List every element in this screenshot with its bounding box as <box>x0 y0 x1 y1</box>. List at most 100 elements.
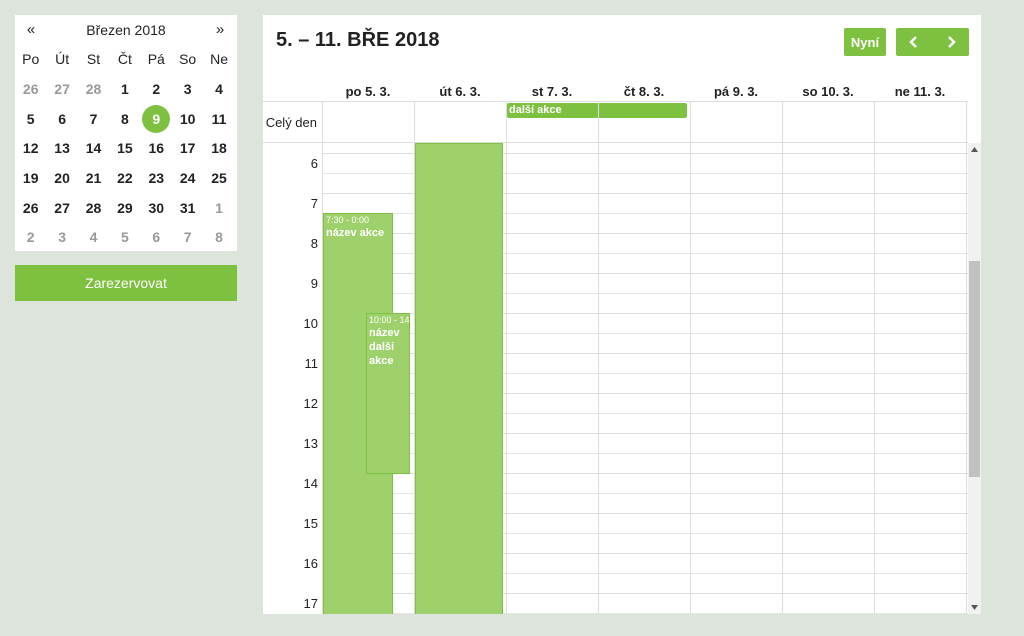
mini-day[interactable]: 3 <box>46 222 77 252</box>
hour-line <box>322 153 968 154</box>
mini-day[interactable]: 6 <box>141 222 172 252</box>
next-month-button[interactable]: » <box>215 21 225 38</box>
event-nazev-dalsi-akce[interactable]: 10:00 - 14 název další akce <box>366 313 410 474</box>
mini-day[interactable]: 21 <box>78 163 109 193</box>
mini-day[interactable]: 28 <box>78 74 109 104</box>
grid-line <box>322 102 323 142</box>
mini-day[interactable]: 8 <box>203 222 234 252</box>
mini-day[interactable]: 22 <box>109 163 140 193</box>
mini-day[interactable]: 23 <box>141 163 172 193</box>
day-header: st 7. 3. <box>531 84 573 99</box>
mini-day[interactable]: 7 <box>172 222 203 252</box>
hour-label: 17 <box>303 596 318 611</box>
mini-day[interactable]: 10 <box>172 104 203 134</box>
hour-line <box>322 193 968 194</box>
mini-day[interactable]: 14 <box>78 133 109 163</box>
mini-day[interactable]: 2 <box>141 74 172 104</box>
mini-day[interactable]: 16 <box>141 133 172 163</box>
mini-day[interactable]: 26 <box>15 193 46 223</box>
triangle-down-icon <box>971 605 978 610</box>
mini-day[interactable]: 26 <box>15 74 46 104</box>
grid-line <box>690 102 691 142</box>
now-button[interactable]: Nyní <box>844 28 886 56</box>
mini-day-number: 12 <box>22 140 39 157</box>
mini-day[interactable]: 15 <box>109 133 140 163</box>
mini-calendar-month-title: Březen 2018 <box>86 22 166 38</box>
grid-line <box>690 143 691 614</box>
grid-line <box>874 102 875 142</box>
hour-label: 15 <box>303 516 318 531</box>
event-time: 7:30 - 0:00 <box>326 215 370 225</box>
prev-month-button[interactable]: « <box>26 21 36 38</box>
mini-day[interactable]: 4 <box>203 74 234 104</box>
mini-day-number: 23 <box>148 169 165 186</box>
all-day-event[interactable]: další akce <box>507 103 687 118</box>
scroll-up-arrow[interactable] <box>968 143 981 156</box>
mini-day[interactable]: 31 <box>172 193 203 223</box>
mini-day-number: 22 <box>117 169 133 186</box>
mini-day-number: 9 <box>142 104 171 133</box>
mini-day[interactable]: 13 <box>46 133 77 163</box>
mini-day-number: 17 <box>179 140 196 157</box>
hour-label: 14 <box>303 476 318 491</box>
mini-day[interactable]: 18 <box>203 133 234 163</box>
mini-day-number: 28 <box>85 199 102 216</box>
mini-day[interactable]: 8 <box>109 104 140 134</box>
half-hour-line <box>322 613 968 614</box>
mini-day[interactable]: 29 <box>109 193 140 223</box>
mini-day[interactable]: 4 <box>78 222 109 252</box>
mini-day[interactable]: 5 <box>15 104 46 134</box>
next-week-button[interactable] <box>933 28 970 56</box>
mini-day-number: 7 <box>89 110 98 127</box>
grid-line <box>506 143 507 614</box>
grid-line <box>966 143 967 614</box>
week-nav-buttons <box>896 28 969 56</box>
mini-day[interactable]: 7 <box>78 104 109 134</box>
scroll-down-arrow[interactable] <box>968 601 981 614</box>
weekday-label: Čt <box>117 51 132 67</box>
half-hour-line <box>322 213 968 214</box>
mini-day[interactable]: 20 <box>46 163 77 193</box>
mini-day[interactable]: 24 <box>172 163 203 193</box>
mini-day[interactable]: 19 <box>15 163 46 193</box>
prev-week-button[interactable] <box>896 28 933 56</box>
mini-day[interactable]: 27 <box>46 193 77 223</box>
mini-day[interactable]: 27 <box>46 74 77 104</box>
mini-day[interactable]: 30 <box>141 193 172 223</box>
mini-day[interactable]: 25 <box>203 163 234 193</box>
mini-day[interactable]: 28 <box>78 193 109 223</box>
mini-day[interactable]: 12 <box>15 133 46 163</box>
mini-day-today[interactable]: 9 <box>141 104 172 134</box>
half-hour-line <box>322 493 968 494</box>
weekday-label: Po <box>22 51 40 67</box>
scrollbar-thumb[interactable] <box>969 261 980 477</box>
mini-day-number: 20 <box>54 169 70 186</box>
mini-day-number: 13 <box>54 140 70 157</box>
day-header: čt 8. 3. <box>623 84 665 99</box>
mini-day-number: 28 <box>85 80 102 97</box>
mini-day-number: 8 <box>120 110 129 127</box>
mini-day[interactable]: 2 <box>15 222 46 252</box>
mini-day-number: 3 <box>183 80 192 97</box>
time-grid-scrollbar[interactable] <box>968 143 981 614</box>
mini-day[interactable]: 1 <box>203 193 234 223</box>
mini-day[interactable]: 5 <box>109 222 140 252</box>
mini-day[interactable]: 11 <box>203 104 234 134</box>
mini-day[interactable]: 17 <box>172 133 203 163</box>
hour-line <box>322 353 968 354</box>
mini-day[interactable]: 3 <box>172 74 203 104</box>
reserve-button[interactable]: Zarezervovat <box>15 265 237 301</box>
mini-day[interactable]: 6 <box>46 104 77 134</box>
event-title: název další akce <box>369 327 400 367</box>
grid-line <box>598 143 599 614</box>
hour-label: 12 <box>303 396 318 411</box>
day-header: út 6. 3. <box>439 84 481 99</box>
mini-day-number: 26 <box>22 199 39 216</box>
grid-line <box>782 143 783 614</box>
mini-calendar: « Březen 2018 » Po Út St Čt Pá So Ne 26 27 28 1 2 3… <box>15 15 237 251</box>
mini-day[interactable]: 1 <box>109 74 140 104</box>
half-hour-line <box>322 173 968 174</box>
half-hour-line <box>322 253 968 254</box>
mini-day-number: 5 <box>26 110 35 127</box>
event-tuesday[interactable] <box>415 143 503 614</box>
